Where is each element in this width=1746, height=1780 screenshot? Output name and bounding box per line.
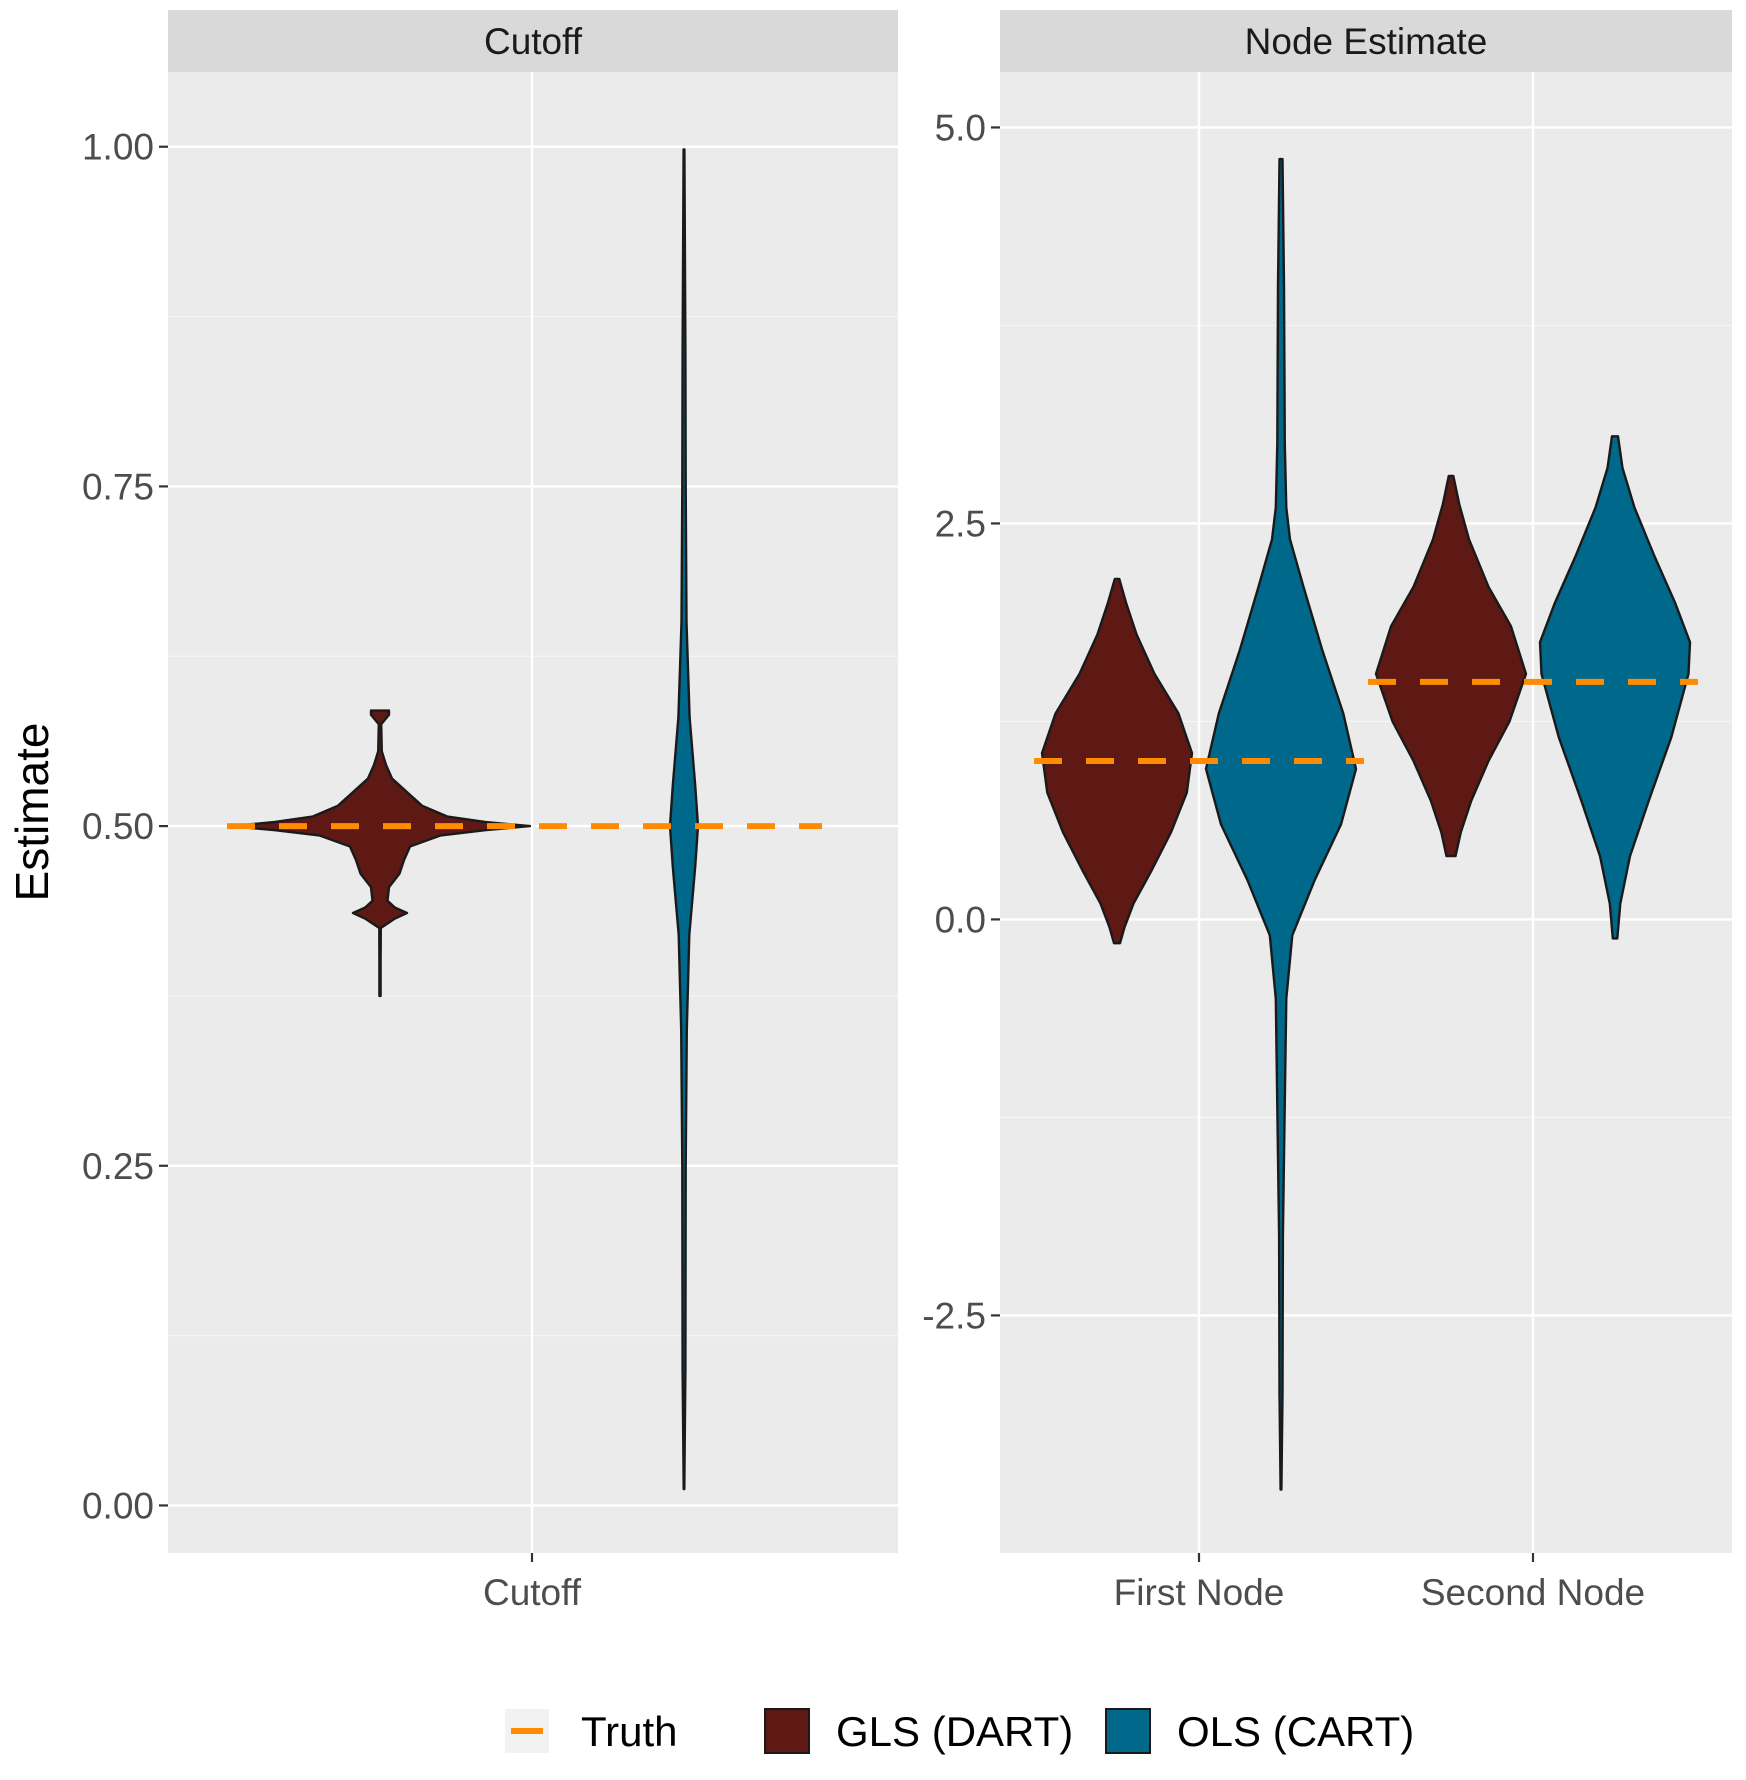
y-tick-label: 0.75	[82, 466, 154, 507]
y-axis-title: Estimate	[6, 723, 58, 902]
violin-group	[227, 148, 822, 1491]
x-tick-label: Second Node	[1421, 1572, 1645, 1613]
legend-key-gls	[764, 1708, 810, 1754]
x-tick-label: Cutoff	[483, 1572, 582, 1613]
y-tick-label: 0.0	[935, 899, 986, 940]
major-gridlines	[1000, 72, 1732, 1553]
violin-ols	[1204, 157, 1358, 1491]
violin-ols	[668, 148, 700, 1491]
legend: Truth GLS (DART) OLS (CART)	[505, 1708, 1414, 1755]
y-tick-label: 0.50	[82, 806, 154, 847]
panel-title: Node Estimate	[1245, 21, 1488, 62]
panel-title: Cutoff	[484, 21, 583, 62]
legend-label: GLS (DART)	[836, 1708, 1073, 1755]
major-gridlines	[168, 72, 898, 1553]
y-tick-label: 0.00	[82, 1485, 154, 1526]
y-tick-label: 2.5	[935, 503, 986, 544]
y-tick-label: 0.25	[82, 1146, 154, 1187]
y-axis: 0.00 0.25 0.50 0.75 1.00	[82, 127, 168, 1526]
legend-key-ols	[1105, 1708, 1151, 1754]
violin-gls	[1040, 577, 1194, 945]
y-tick-label: 5.0	[935, 107, 986, 148]
x-axis: First Node Second Node	[1114, 1553, 1645, 1613]
legend-label: Truth	[581, 1708, 677, 1755]
panel-strip	[1000, 10, 1732, 72]
violin-gls	[1374, 474, 1528, 858]
legend-item-ols: OLS (CART)	[1105, 1708, 1414, 1755]
violin-gls	[228, 709, 532, 998]
violin-group	[1368, 435, 1698, 940]
panel-node: Node Estimate -2.5 0.0 2.5 5.0 First Node Seco…	[922, 10, 1732, 1613]
x-axis: Cutoff	[483, 1553, 582, 1613]
y-tick-label: 1.00	[82, 127, 154, 168]
y-tick-label: -2.5	[922, 1295, 986, 1336]
panel-strip	[168, 10, 898, 72]
x-tick-label: First Node	[1114, 1572, 1285, 1613]
y-axis: -2.5 0.0 2.5 5.0	[922, 107, 1000, 1336]
violin-group	[1034, 157, 1364, 1491]
legend-label: OLS (CART)	[1177, 1708, 1414, 1755]
legend-item-gls: GLS (DART)	[764, 1708, 1073, 1755]
violin-ols	[1538, 435, 1692, 940]
panel-cutoff: Cutoff 0.00 0.25 0.50 0.75 1.00 Cutoff	[82, 10, 898, 1613]
legend-item-truth: Truth	[505, 1708, 677, 1755]
